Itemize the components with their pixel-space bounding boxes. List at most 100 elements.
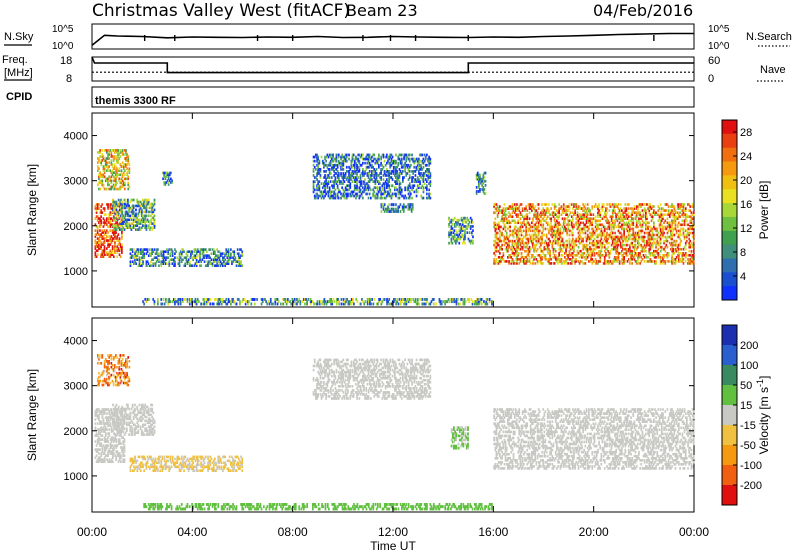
data-cell xyxy=(607,262,609,265)
data-cell xyxy=(651,241,654,245)
data-cell xyxy=(607,225,609,229)
data-cell xyxy=(162,177,164,180)
data-cell xyxy=(678,233,680,237)
data-cell xyxy=(415,165,418,169)
data-cell xyxy=(150,264,152,267)
data-cell xyxy=(324,176,326,179)
data-cell xyxy=(134,260,136,263)
data-cell xyxy=(456,233,458,237)
data-cell xyxy=(597,252,599,255)
data-cell xyxy=(168,264,171,267)
data-cell xyxy=(175,300,177,304)
data-cell xyxy=(528,227,531,231)
data-cell xyxy=(684,215,687,218)
data-cell xyxy=(214,258,216,261)
data-cell xyxy=(568,205,571,208)
data-cell xyxy=(366,161,369,165)
data-cell xyxy=(583,243,586,247)
data-cell xyxy=(588,227,590,231)
data-cell xyxy=(241,254,244,257)
data-cell xyxy=(671,237,673,241)
data-cell xyxy=(548,209,550,212)
data-cell xyxy=(101,255,104,258)
data-cell xyxy=(318,180,321,183)
data-cell xyxy=(519,213,522,216)
data-cell xyxy=(505,207,508,210)
data-cell xyxy=(344,186,347,190)
data-cell xyxy=(635,223,638,227)
data-cell xyxy=(544,219,547,223)
data-cell xyxy=(582,254,584,257)
data-cell xyxy=(119,255,122,258)
data-cell xyxy=(597,245,599,249)
data-cell xyxy=(349,194,352,198)
data-cell xyxy=(533,258,535,261)
data-cell xyxy=(534,256,537,259)
data-cell xyxy=(540,247,542,251)
data-cell xyxy=(358,186,361,190)
data-cell xyxy=(624,223,627,227)
data-cell xyxy=(572,256,574,259)
data-cell xyxy=(161,254,164,257)
data-cell xyxy=(666,203,669,206)
data-cell xyxy=(421,184,424,188)
data-cell xyxy=(128,218,130,222)
data-cell xyxy=(501,233,503,237)
data-cell xyxy=(99,235,101,238)
data-cell xyxy=(144,224,147,227)
data-cell xyxy=(651,260,654,263)
data-cell xyxy=(112,183,115,187)
data-cell xyxy=(590,223,592,227)
data-cell xyxy=(662,215,664,218)
data-cell xyxy=(236,298,239,301)
data-cell xyxy=(613,243,615,247)
data-cell xyxy=(660,245,663,249)
data-cell xyxy=(649,247,652,251)
data-cell xyxy=(420,194,422,198)
data-cell xyxy=(136,258,139,261)
data-cell xyxy=(98,157,100,160)
data-cell xyxy=(599,239,602,243)
data-cell xyxy=(353,161,356,165)
data-cell xyxy=(386,186,388,190)
data-cell xyxy=(681,260,684,263)
data-cell xyxy=(595,241,598,245)
data-cell xyxy=(132,198,135,202)
data-cell xyxy=(163,260,166,263)
data-cell xyxy=(383,186,386,190)
data-cell xyxy=(359,155,362,159)
data-cell xyxy=(566,205,568,208)
data-cell xyxy=(116,175,118,179)
data-cell xyxy=(375,168,378,171)
data-cell xyxy=(494,203,497,206)
data-cell xyxy=(643,209,646,212)
data-cell xyxy=(499,209,501,212)
data-cell xyxy=(666,254,669,257)
data-cell xyxy=(403,157,405,161)
data-cell xyxy=(605,235,607,239)
data-cell xyxy=(627,219,630,223)
data-cell xyxy=(413,165,416,169)
data-cell xyxy=(497,211,500,214)
data-cell xyxy=(407,170,410,173)
data-cell xyxy=(656,241,659,245)
data-cell xyxy=(222,262,224,265)
data-cell xyxy=(481,177,483,181)
data-cell xyxy=(316,192,318,196)
data-cell xyxy=(147,226,150,229)
data-cell xyxy=(635,211,638,214)
data-cell xyxy=(429,159,432,163)
data-cell xyxy=(570,243,573,247)
data-cell xyxy=(130,198,133,202)
data-cell xyxy=(351,153,354,157)
data-cell xyxy=(550,217,552,220)
data-cell xyxy=(671,233,673,237)
data-cell xyxy=(510,247,513,251)
data-cell xyxy=(420,165,422,169)
data-cell xyxy=(395,207,397,211)
data-cell xyxy=(400,190,403,194)
data-cell xyxy=(643,203,646,206)
data-cell xyxy=(632,245,635,249)
data-cell xyxy=(589,223,591,227)
data-cell xyxy=(347,192,349,196)
